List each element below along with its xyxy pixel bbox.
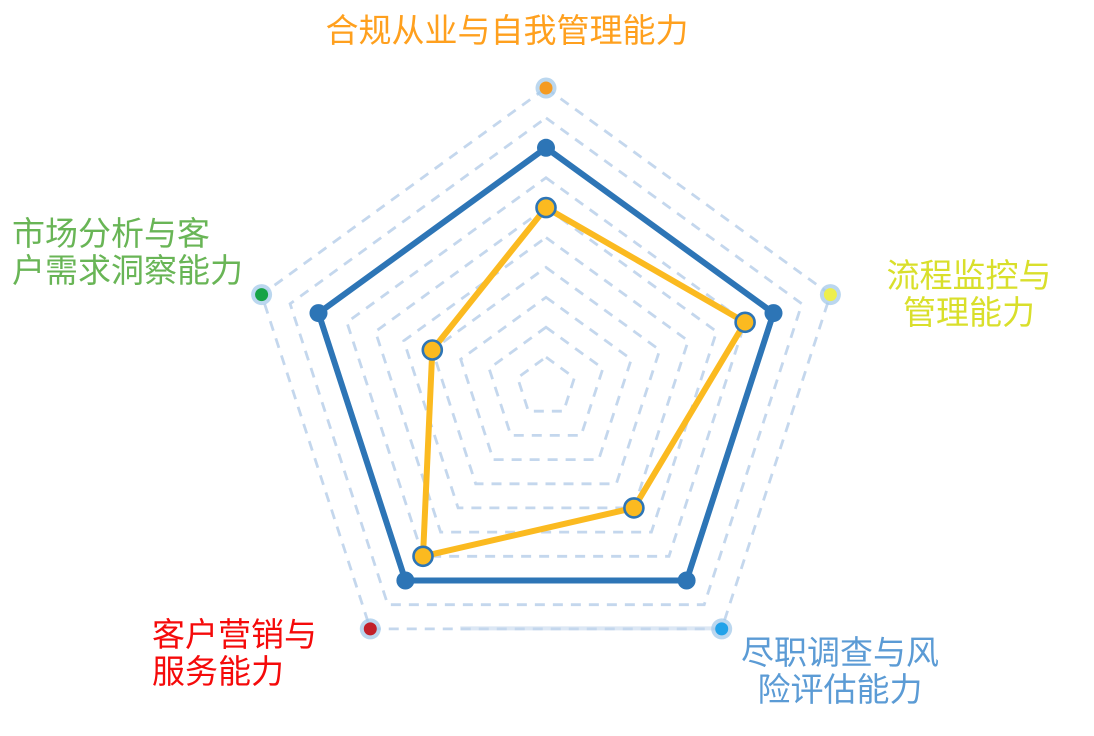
grid-ring — [402, 235, 690, 510]
axis-vertex-dot — [539, 81, 553, 95]
data-point-marker-blue — [677, 571, 696, 590]
axis-label-text: 管理能力 — [903, 294, 1035, 332]
axis-label-text: 险评估能力 — [757, 671, 923, 709]
data-point-marker-orange — [421, 339, 444, 361]
grid-ring — [487, 325, 605, 437]
grid-ring — [373, 205, 719, 534]
series-polygon-orange — [420, 204, 749, 560]
axis-label-customer-marketing: 客户营销与 服务能力 — [152, 616, 372, 691]
axis-vertex-dot — [363, 622, 377, 636]
axis-vertex-dot — [823, 288, 837, 302]
data-point-marker-orange — [412, 545, 434, 568]
axis-label-text: 合规从业与自我管理能力 — [325, 12, 689, 49]
grid-ring — [430, 265, 662, 486]
axis-vertex-dot — [715, 622, 729, 636]
data-point-marker-blue — [764, 304, 783, 323]
axis-label-text: 尽职调查与风 — [741, 634, 939, 671]
axis-label-due-diligence: 尽职调查与风 险评估能力 — [728, 634, 952, 709]
grid-ring — [259, 86, 833, 631]
axis-label-text: 服务能力 — [152, 653, 284, 691]
data-point-marker-orange — [734, 311, 756, 334]
grid-ring — [345, 175, 747, 558]
data-point-marker-orange — [623, 497, 645, 519]
data-point-marker-orange — [535, 196, 557, 219]
data-point-marker-blue — [396, 571, 415, 590]
axis-label-market-analysis: 市场分析与客 户需求洞察能力 — [12, 215, 312, 290]
axis-label-text: 市场分析与客 — [12, 215, 210, 252]
data-point-marker-blue — [309, 304, 328, 323]
grid-ring — [515, 355, 577, 413]
axis-label-text: 户需求洞察能力 — [12, 252, 243, 290]
grid-ring — [288, 116, 804, 607]
series-polygon-blue — [315, 144, 777, 584]
axis-label-text: 客户营销与 — [152, 616, 317, 653]
axis-label-compliance: 合规从业与自我管理能力 — [307, 12, 707, 49]
data-point-marker-blue — [537, 138, 555, 157]
axis-vertex-dot — [255, 288, 269, 302]
axis-label-process-monitoring: 流程监控与 管理能力 — [876, 257, 1062, 332]
grid-ring — [459, 295, 633, 462]
axis-label-text: 流程监控与 — [886, 257, 1052, 294]
